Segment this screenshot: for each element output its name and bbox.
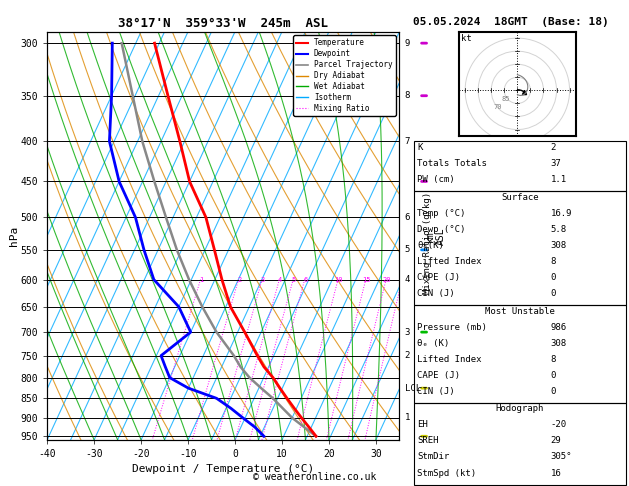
Title: 38°17'N  359°33'W  245m  ASL: 38°17'N 359°33'W 245m ASL	[118, 17, 328, 31]
Legend: Temperature, Dewpoint, Parcel Trajectory, Dry Adiabat, Wet Adiabat, Isotherm, Mi: Temperature, Dewpoint, Parcel Trajectory…	[293, 35, 396, 116]
Text: 5: 5	[404, 245, 410, 254]
Text: 305°: 305°	[550, 452, 572, 462]
Text: Lifted Index: Lifted Index	[417, 257, 482, 266]
Text: 0: 0	[550, 371, 556, 380]
Text: 3: 3	[261, 277, 265, 283]
Text: 3: 3	[404, 328, 410, 337]
Text: 29: 29	[550, 436, 561, 446]
Text: 986: 986	[550, 323, 567, 332]
Text: CAPE (J): CAPE (J)	[417, 371, 460, 380]
Text: CAPE (J): CAPE (J)	[417, 273, 460, 282]
Text: 15: 15	[362, 277, 370, 283]
Text: 0: 0	[550, 273, 556, 282]
Text: Totals Totals: Totals Totals	[417, 159, 487, 168]
Text: Most Unstable: Most Unstable	[485, 307, 555, 316]
Text: 05.05.2024  18GMT  (Base: 18): 05.05.2024 18GMT (Base: 18)	[413, 17, 609, 27]
Text: 8: 8	[404, 91, 410, 100]
Text: 16.9: 16.9	[550, 209, 572, 218]
Text: 10: 10	[335, 277, 343, 283]
Text: Lifted Index: Lifted Index	[417, 355, 482, 364]
Text: 85: 85	[502, 96, 510, 102]
Text: Hodograph: Hodograph	[496, 404, 544, 414]
Text: 4: 4	[278, 277, 282, 283]
Text: 20: 20	[382, 277, 391, 283]
Text: 4: 4	[404, 275, 410, 284]
Text: 8: 8	[550, 257, 556, 266]
Text: StmSpd (kt): StmSpd (kt)	[417, 469, 476, 478]
Text: 70: 70	[494, 104, 503, 110]
Text: 0: 0	[550, 387, 556, 396]
Text: 8: 8	[550, 355, 556, 364]
Text: 1.1: 1.1	[550, 175, 567, 184]
Text: Surface: Surface	[501, 193, 538, 202]
Text: 5.8: 5.8	[550, 225, 567, 234]
Text: Dewp (°C): Dewp (°C)	[417, 225, 465, 234]
Text: 6: 6	[303, 277, 308, 283]
Text: StmDir: StmDir	[417, 452, 449, 462]
Text: 0: 0	[550, 289, 556, 298]
Text: 37: 37	[550, 159, 561, 168]
Text: 308: 308	[550, 241, 567, 250]
Text: Pressure (mb): Pressure (mb)	[417, 323, 487, 332]
Text: 2: 2	[237, 277, 242, 283]
Y-axis label: hPa: hPa	[9, 226, 19, 246]
Text: -20: -20	[550, 420, 567, 430]
Text: 5: 5	[292, 277, 296, 283]
Text: PW (cm): PW (cm)	[417, 175, 455, 184]
Text: 25: 25	[399, 277, 407, 283]
Text: LCL: LCL	[404, 383, 421, 393]
Text: SREH: SREH	[417, 436, 438, 446]
Text: 2: 2	[550, 143, 556, 152]
Text: θₑ (K): θₑ (K)	[417, 339, 449, 348]
Text: 6: 6	[404, 213, 410, 222]
Text: θₑ(K): θₑ(K)	[417, 241, 444, 250]
Text: Temp (°C): Temp (°C)	[417, 209, 465, 218]
Text: Mixing Ratio (g/kg): Mixing Ratio (g/kg)	[423, 192, 432, 294]
Text: EH: EH	[417, 420, 428, 430]
Text: 9: 9	[404, 39, 410, 48]
Text: 16: 16	[550, 469, 561, 478]
Text: 1: 1	[199, 277, 204, 283]
Text: 2: 2	[404, 351, 410, 360]
Text: CIN (J): CIN (J)	[417, 289, 455, 298]
Text: 7: 7	[404, 137, 410, 146]
Text: © weatheronline.co.uk: © weatheronline.co.uk	[253, 472, 376, 482]
Text: CIN (J): CIN (J)	[417, 387, 455, 396]
Y-axis label: km
ASL: km ASL	[425, 227, 446, 244]
Text: kt: kt	[461, 34, 472, 43]
Text: K: K	[417, 143, 423, 152]
Text: 308: 308	[550, 339, 567, 348]
Text: 1: 1	[404, 413, 410, 422]
X-axis label: Dewpoint / Temperature (°C): Dewpoint / Temperature (°C)	[132, 465, 314, 474]
